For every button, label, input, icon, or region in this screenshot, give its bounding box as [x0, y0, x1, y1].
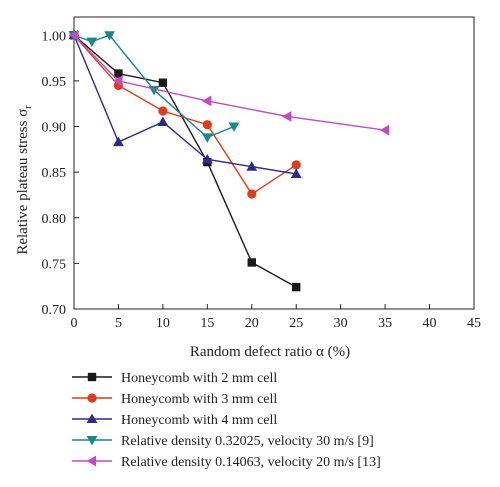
data-point [201, 133, 213, 143]
x-tick-label: 40 [423, 316, 437, 331]
x-tick-label: 15 [200, 316, 214, 331]
plot-area: 0 5 10 15 20 25 30 35 40 45 0.70 0.75 0.80 0.85 0.90 0.… [42, 16, 481, 331]
data-point [113, 136, 124, 147]
legend-marker [87, 372, 97, 382]
x-tick-label: 5 [115, 316, 122, 331]
x-tick-label: 10 [156, 316, 170, 331]
data-point [247, 189, 257, 199]
data-point [379, 124, 390, 136]
y-tick-label: 0.90 [42, 121, 67, 136]
x-tick-label: 0 [71, 316, 78, 331]
series-line-1 [73, 34, 297, 288]
x-tick-label: 30 [334, 316, 348, 331]
y-tick-label: 1.00 [42, 29, 67, 44]
data-point [113, 75, 123, 87]
data-point [246, 161, 258, 171]
x-tick-label: 25 [289, 316, 303, 331]
legend-marker [86, 413, 98, 424]
y-tick-label: 0.95 [42, 75, 67, 90]
series-line-3 [73, 34, 297, 175]
data-point [202, 120, 212, 130]
legend-marker [86, 435, 98, 446]
legend-entry-label: Honeycomb with 2 mm cell [121, 371, 277, 386]
data-point [158, 78, 168, 87]
data-point [201, 95, 212, 107]
legend: Honeycomb with 2 mm cell Honeycomb with 3… [72, 371, 381, 470]
data-point [201, 153, 213, 164]
x-tick-label: 35 [378, 316, 392, 331]
y-tick-label: 0.80 [42, 212, 67, 227]
data-point [158, 106, 168, 116]
legend-entry-label: Relative density 0.32025, velocity 30 m/… [121, 434, 374, 449]
data-point [86, 37, 98, 48]
data-point [290, 168, 302, 178]
y-tick-label: 0.70 [42, 303, 67, 318]
data-point [291, 160, 301, 170]
plot-frame [73, 16, 475, 310]
legend-marker [86, 455, 97, 467]
x-tick-label: 20 [245, 316, 259, 331]
legend-entry-label: Honeycomb with 3 mm cell [121, 392, 277, 407]
data-point [68, 29, 79, 41]
data-point [157, 116, 169, 126]
x-tick-label: 45 [467, 316, 481, 331]
data-point [292, 282, 301, 292]
data-point [104, 31, 115, 41]
y-axis-label-main: Relative plateau stress σ [15, 109, 31, 255]
legend-entry-label: Relative density 0.14063, velocity 20 m/… [121, 455, 381, 470]
y-axis-label: Relative plateau stress σr [15, 105, 34, 255]
y-tick-label: 0.75 [42, 257, 67, 272]
y-axis-label-subscript: r [23, 105, 34, 109]
data-point [228, 122, 240, 132]
data-point [281, 111, 292, 122]
legend-entry-label: Honeycomb with 4 mm cell [121, 413, 277, 428]
legend-marker [87, 393, 97, 403]
data-point [114, 69, 123, 78]
y-tick-label: 0.85 [42, 166, 67, 181]
x-axis-label: Random defect ratio α (%) [190, 344, 350, 360]
data-point [247, 258, 256, 267]
